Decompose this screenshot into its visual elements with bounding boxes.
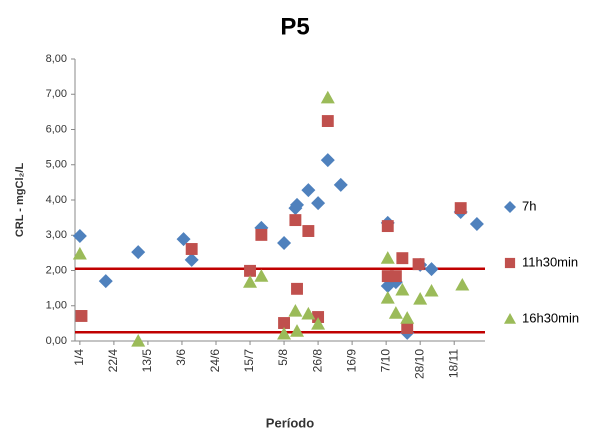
x-tick-label: 15/7	[242, 349, 256, 373]
diamond-marker	[184, 252, 199, 267]
x-tick-label: 26/8	[310, 349, 324, 373]
square-marker	[389, 270, 402, 283]
triangle-marker	[311, 317, 326, 330]
x-tick-label: 22/4	[106, 349, 120, 373]
triangle-marker	[395, 282, 410, 296]
diamond-marker	[424, 262, 439, 277]
y-tick-label: 8,00	[46, 53, 67, 65]
diamond-marker	[290, 197, 305, 212]
y-tick-label: 4,00	[46, 194, 67, 206]
diamond-marker	[504, 201, 516, 213]
diamond-marker	[98, 274, 113, 289]
y-axis-label: CRL - mgCl₂/L	[14, 163, 26, 238]
x-tick-label: 3/6	[174, 349, 188, 366]
triangle-marker	[380, 290, 395, 304]
triangle-marker	[243, 275, 258, 288]
y-tick-label: 1,00	[46, 300, 67, 312]
triangle-marker	[380, 251, 395, 264]
diamond-marker	[131, 245, 146, 260]
diamond-marker	[311, 196, 326, 211]
diamond-marker	[469, 216, 484, 231]
triangle-marker	[254, 269, 269, 282]
triangle-marker	[320, 90, 335, 104]
x-tick-label: 5/8	[276, 349, 290, 366]
square-marker	[289, 214, 302, 227]
triangle-marker	[288, 304, 303, 317]
y-tick-label: 6,00	[46, 123, 67, 135]
x-tick-label: 28/10	[412, 349, 426, 379]
triangle-marker	[400, 311, 415, 324]
square-marker	[412, 258, 425, 271]
legend-label: 7h	[522, 198, 536, 213]
x-tick-label: 1/4	[72, 349, 86, 366]
triangle-marker	[301, 306, 316, 320]
square-marker	[291, 282, 303, 295]
square-marker	[454, 202, 467, 215]
triangle-marker	[455, 277, 470, 291]
legend-label: 11h30min	[522, 254, 578, 269]
square-marker	[278, 317, 291, 329]
diamond-marker	[72, 228, 87, 243]
x-axis-label: Período	[266, 415, 314, 430]
square-marker	[302, 225, 315, 237]
diamond-marker	[333, 177, 348, 192]
y-tick-label: 3,00	[46, 229, 67, 241]
square-marker	[255, 228, 268, 241]
square-marker	[381, 270, 394, 283]
triangle-marker	[388, 306, 403, 319]
diamond-marker	[320, 153, 335, 168]
x-tick-label: 13/5	[140, 349, 154, 373]
triangle-marker	[413, 292, 428, 305]
x-tick-label: 16/9	[344, 349, 358, 373]
x-tick-label: 24/6	[208, 349, 222, 373]
square-marker	[312, 311, 325, 323]
diamond-marker	[277, 236, 292, 251]
square-marker	[321, 115, 334, 127]
triangle-marker	[131, 334, 146, 347]
y-tick-label: 7,00	[46, 88, 67, 100]
square-marker	[401, 322, 414, 334]
triangle-marker	[424, 283, 439, 297]
diamond-marker	[176, 232, 191, 247]
triangle-marker	[290, 324, 305, 337]
legend-label: 16h30min	[522, 310, 579, 325]
chart-title: P5	[280, 13, 309, 40]
y-tick-label: 2,00	[46, 264, 67, 276]
y-tick-label: 0,00	[46, 335, 67, 347]
triangle-marker	[504, 313, 516, 324]
triangle-marker	[277, 326, 292, 340]
square-marker	[396, 252, 409, 265]
x-tick-label: 7/10	[378, 349, 392, 373]
square-marker	[185, 243, 198, 255]
triangle-marker	[72, 246, 87, 260]
diamond-marker	[301, 183, 316, 198]
x-tick-label: 18/11	[446, 349, 460, 378]
square-marker	[244, 264, 256, 277]
square-marker	[381, 220, 394, 233]
square-marker	[75, 310, 88, 322]
y-tick-label: 5,00	[46, 159, 67, 171]
square-marker	[504, 257, 516, 269]
